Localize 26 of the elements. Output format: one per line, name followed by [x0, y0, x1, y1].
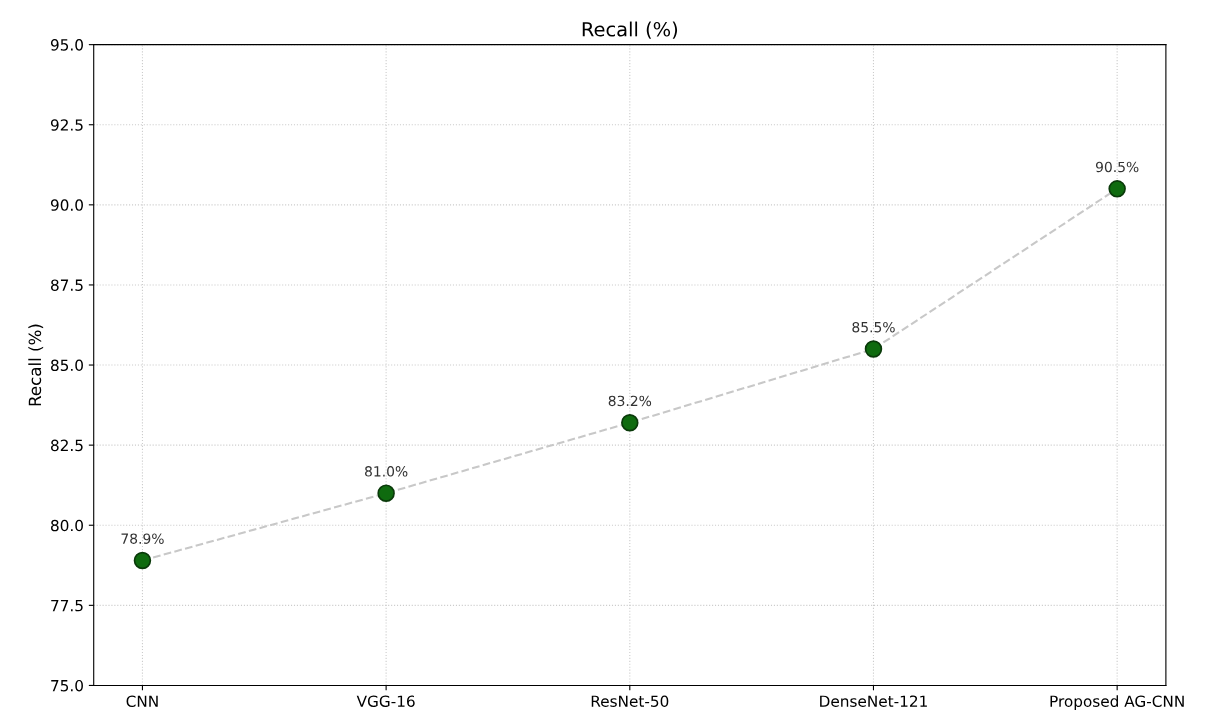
chart-title: Recall (%) [582, 21, 678, 39]
point [133, 551, 152, 570]
point [621, 413, 639, 432]
y-tick-label: 75.0 [51, 679, 83, 692]
point [377, 484, 395, 502]
y-tick-label: 80.0 [51, 519, 83, 532]
y-tick-label: 92.5 [50, 119, 83, 131]
y-tick-label: 87.5 [51, 279, 83, 291]
x-tick-label: Proposed AG-CNN [1050, 695, 1184, 710]
y-tick-label: 85.0 [51, 359, 83, 372]
x-tick-label: CNN [126, 695, 158, 707]
data-label: 85.5% [852, 321, 895, 333]
data-label: 81.0% [365, 466, 408, 477]
x-tick-label: DenseNet-121 [820, 695, 927, 707]
data-label: 78.9% [121, 533, 164, 544]
y-tick-label: 90.0 [50, 199, 83, 211]
y-axis-title: Recall (%) [28, 324, 44, 406]
x-tick-label: VGG-16 [356, 695, 415, 707]
point [1108, 180, 1126, 198]
data-label: 83.2% [608, 395, 652, 407]
x-tick-label: ResNet-50 [591, 695, 669, 707]
y-tick-label: 82.5 [51, 439, 83, 452]
data-label: 90.5% [1095, 161, 1139, 173]
y-tick-label: 77.5 [51, 600, 83, 612]
point [864, 340, 883, 358]
y-tick-label: 95.0 [50, 39, 83, 51]
